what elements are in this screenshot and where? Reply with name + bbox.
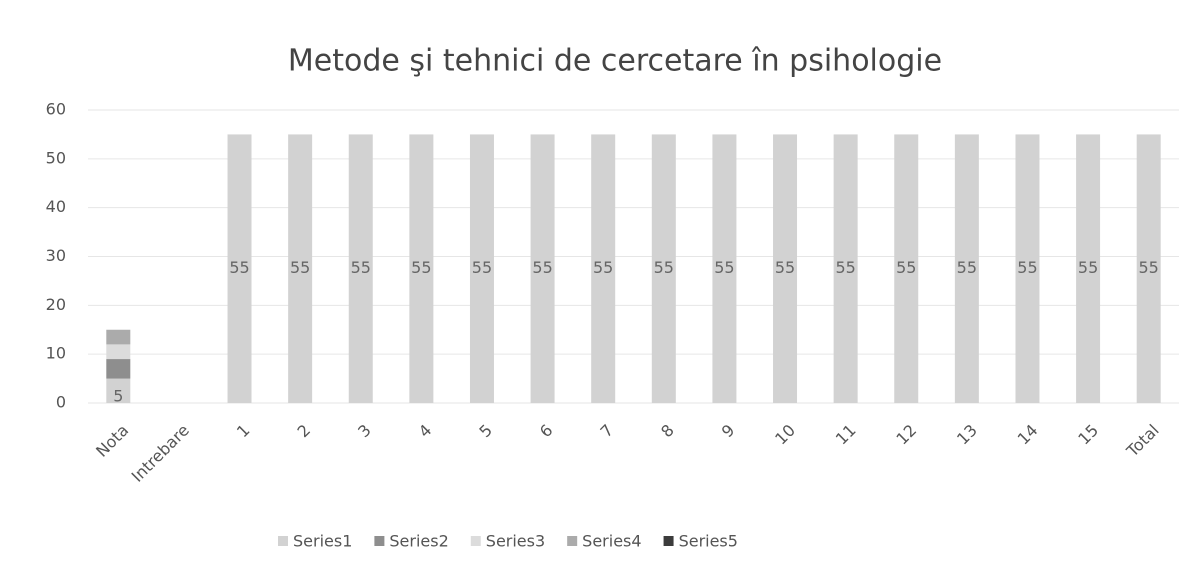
data-label: 55	[957, 258, 977, 277]
data-label: 55	[290, 258, 310, 277]
bar-segment	[227, 134, 252, 403]
chart-title: Metode şi tehnici de cercetare în psihol…	[288, 44, 942, 79]
data-label: 55	[1139, 258, 1159, 277]
bar-segment	[106, 329, 131, 345]
legend-label: Series4	[582, 532, 641, 551]
bar-segment	[106, 359, 131, 379]
bar-segment	[288, 134, 313, 403]
data-label: 55	[351, 258, 371, 277]
y-tick-label: 30	[46, 246, 66, 265]
bar-segment	[712, 134, 737, 403]
data-label: 55	[1017, 258, 1037, 277]
bar-segment	[954, 134, 979, 403]
y-tick-label: 20	[46, 295, 66, 314]
data-label: 55	[229, 258, 249, 277]
data-label: 55	[775, 258, 795, 277]
y-tick-label: 10	[46, 344, 66, 363]
legend-swatch	[470, 536, 481, 546]
bar-segment	[773, 134, 798, 403]
data-label: 55	[411, 258, 431, 277]
bar-segment	[1136, 134, 1161, 403]
bar-segment	[106, 378, 131, 403]
legend-swatch	[567, 536, 578, 546]
data-label: 5	[113, 386, 123, 405]
bar-segment	[1015, 134, 1040, 403]
data-label: 55	[654, 258, 674, 277]
legend-label: Series1	[293, 532, 352, 551]
data-label: 55	[532, 258, 552, 277]
legend-label: Series2	[389, 532, 448, 551]
y-tick-label: 40	[46, 197, 66, 216]
bar-segment	[409, 134, 434, 403]
bar-segment	[469, 134, 494, 403]
y-tick-label: 60	[46, 100, 66, 119]
legend-label: Series3	[486, 532, 545, 551]
legend-swatch	[374, 536, 385, 546]
y-tick-label: 50	[46, 148, 66, 167]
data-label: 55	[593, 258, 613, 277]
legend-label: Series5	[679, 532, 738, 551]
data-label: 55	[1078, 258, 1098, 277]
bar-segment	[530, 134, 555, 403]
y-tick-label: 0	[56, 393, 66, 412]
bar-segment	[106, 344, 131, 360]
data-label: 55	[714, 258, 734, 277]
bar-segment	[591, 134, 616, 403]
bar-segment	[894, 134, 919, 403]
data-label: 55	[896, 258, 916, 277]
legend-swatch	[663, 536, 674, 546]
legend-swatch	[278, 536, 288, 546]
bar-segment	[833, 134, 858, 403]
bar-segment	[1076, 134, 1101, 403]
data-label: 55	[835, 258, 855, 277]
data-label: 55	[472, 258, 492, 277]
bar-segment	[348, 134, 373, 403]
bar-segment	[651, 134, 676, 403]
